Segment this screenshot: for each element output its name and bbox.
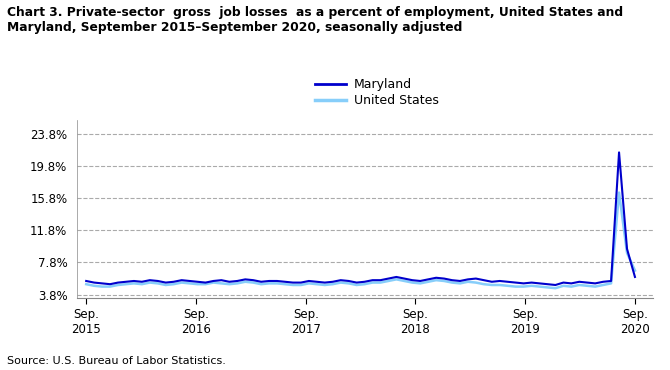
Legend: Maryland, United States: Maryland, United States xyxy=(310,73,444,112)
Text: Source: U.S. Bureau of Labor Statistics.: Source: U.S. Bureau of Labor Statistics. xyxy=(7,356,226,366)
Text: Chart 3. Private-sector  gross  job losses  as a percent of employment, United S: Chart 3. Private-sector gross job losses… xyxy=(7,6,623,34)
